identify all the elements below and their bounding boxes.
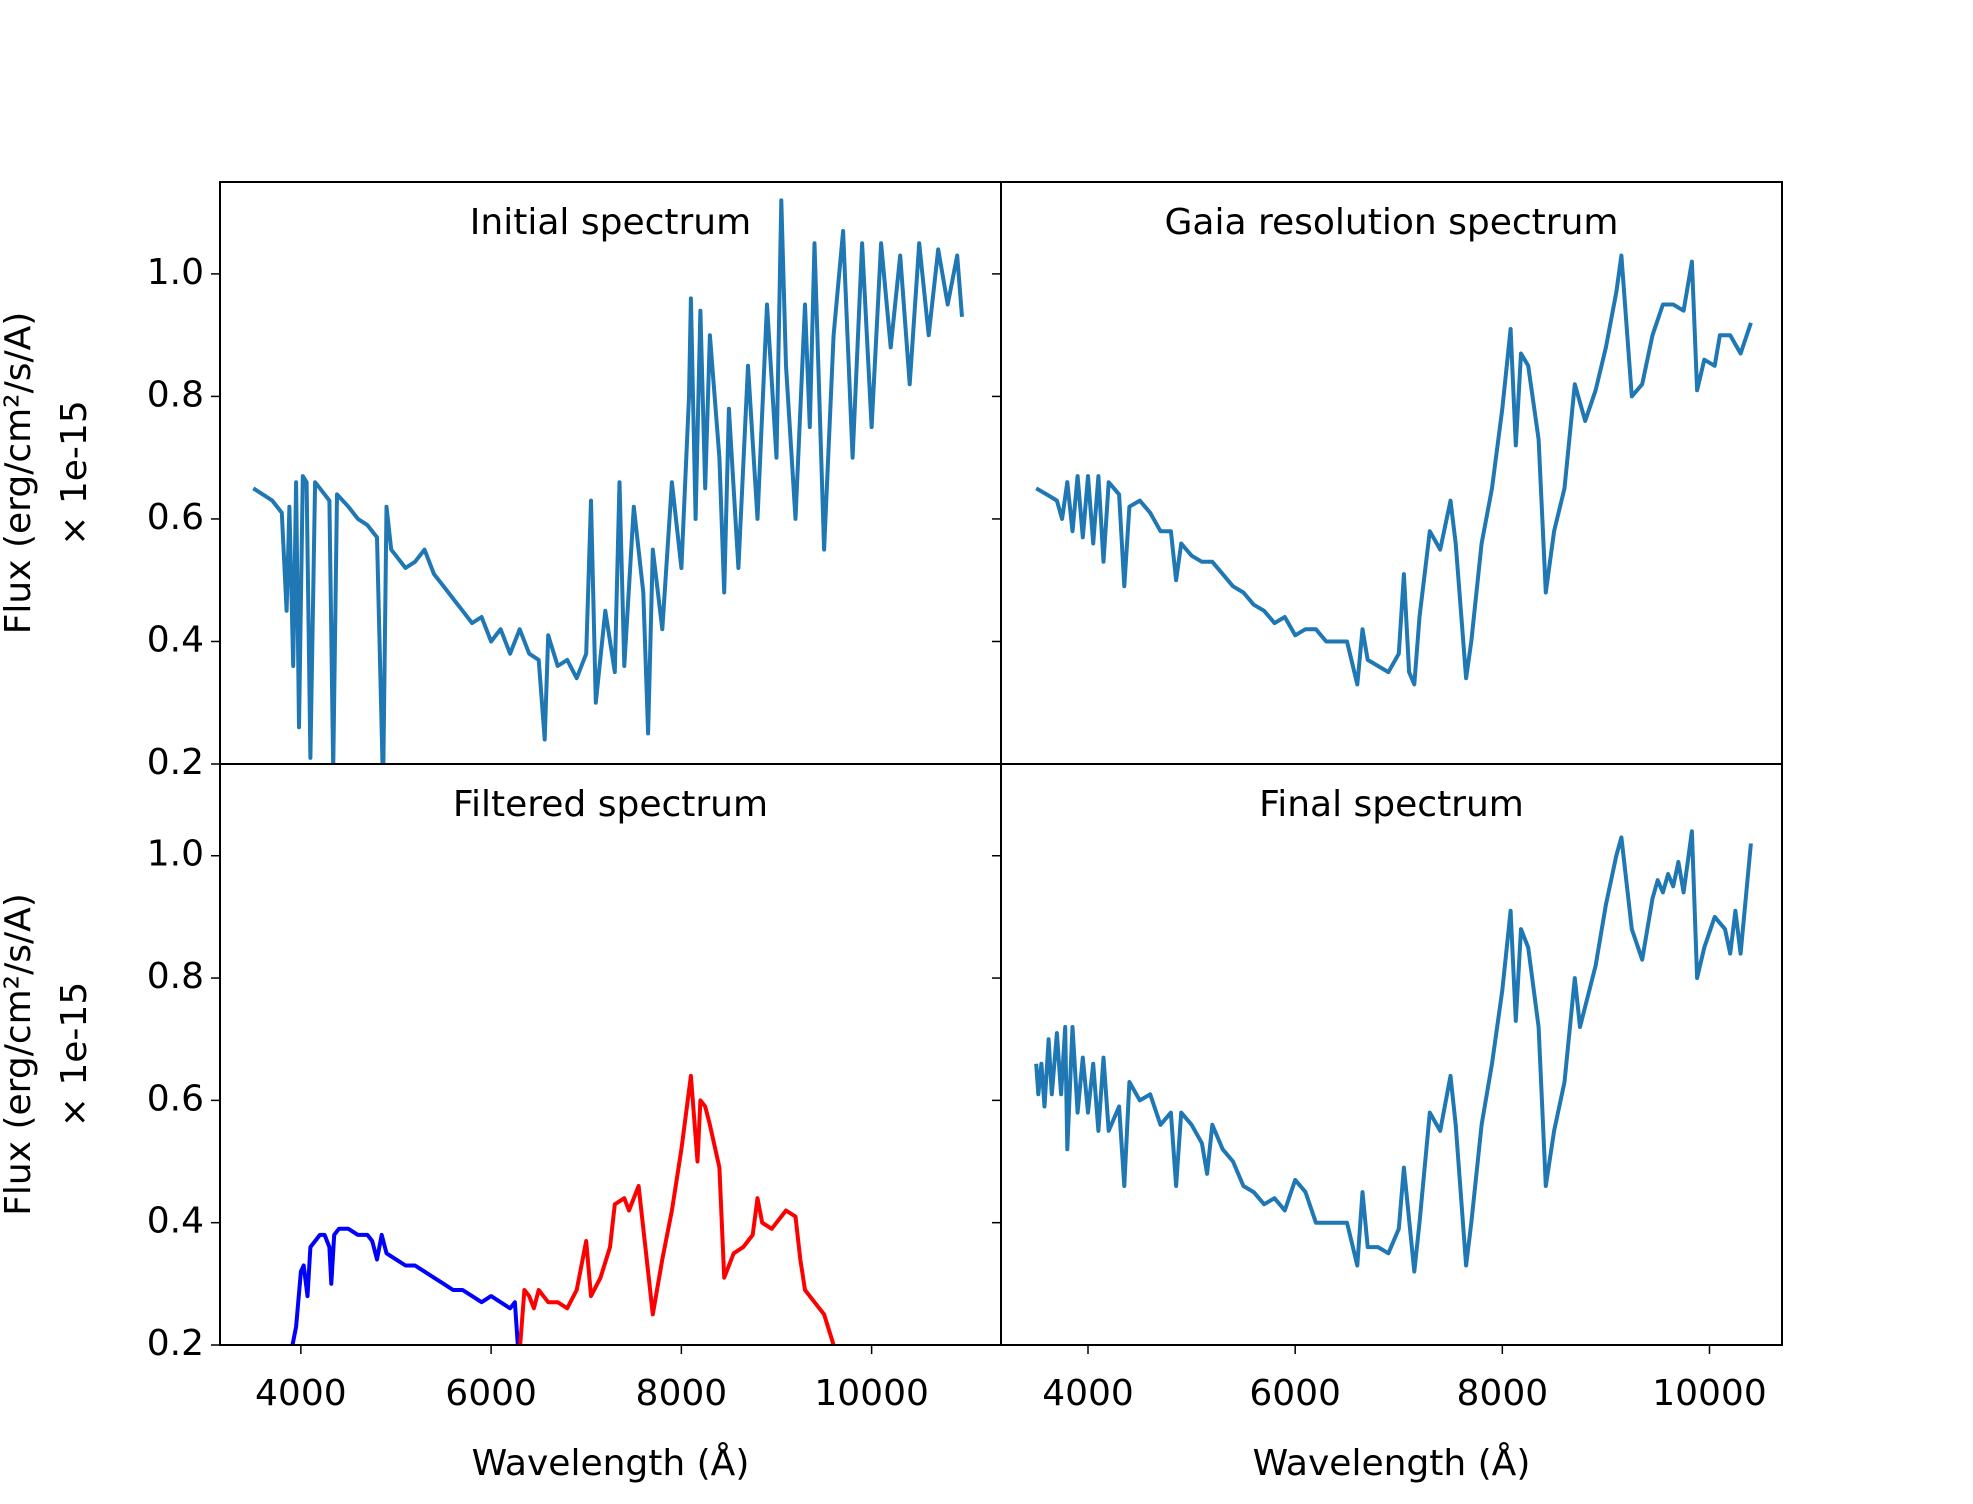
y-tick-label: 0.6	[147, 497, 204, 538]
spectrum-line	[252, 198, 964, 764]
y-tick-label: 0.4	[147, 1201, 204, 1242]
y-tick-label: 0.8	[147, 374, 204, 415]
y-axis-label: Flux (erg/cm²/s/A)	[0, 312, 39, 635]
spectrum-line	[1034, 829, 1753, 1274]
x-tick-label: 4000	[1042, 1373, 1134, 1414]
x-tick-label: 8000	[1457, 1373, 1549, 1414]
x-axis-label: Wavelength (Å)	[472, 1441, 750, 1484]
x-tick-label: 6000	[1249, 1373, 1341, 1414]
plot-area	[252, 198, 964, 764]
plot-area	[1035, 253, 1753, 687]
y-axis-label: Flux (erg/cm²/s/A)	[0, 893, 39, 1216]
axes-frame	[219, 763, 1002, 1346]
spectrum-line	[518, 1073, 836, 1345]
y-tick-label: 0.6	[147, 1078, 204, 1119]
panel-title: Filtered spectrum	[453, 784, 768, 825]
x-tick-label: 10000	[814, 1373, 929, 1414]
axes-frame	[1000, 763, 1783, 1346]
x-tick-label: 8000	[636, 1373, 728, 1414]
x-tick-label: 6000	[445, 1373, 537, 1414]
x-tick-label: 4000	[255, 1373, 347, 1414]
panel-title: Initial spectrum	[470, 202, 751, 243]
y-tick-label: 1.0	[147, 834, 204, 875]
spectrum-line	[1035, 253, 1753, 687]
x-tick-label: 10000	[1652, 1373, 1767, 1414]
plot-area	[1034, 829, 1753, 1274]
spectrum-line	[290, 1226, 520, 1345]
y-tick-label: 0.2	[147, 742, 204, 783]
plot-area	[290, 1073, 836, 1345]
panel-title: Final spectrum	[1259, 784, 1524, 825]
y-tick-label: 0.4	[147, 619, 204, 660]
y-axis-label: × 1e-15	[54, 982, 95, 1127]
axes-frame	[1000, 181, 1783, 765]
y-tick-label: 0.8	[147, 956, 204, 997]
y-tick-label: 0.2	[147, 1323, 204, 1364]
panel-title: Gaia resolution spectrum	[1165, 202, 1619, 243]
y-axis-label: × 1e-15	[54, 400, 95, 545]
y-tick-label: 1.0	[147, 252, 204, 293]
x-axis-label: Wavelength (Å)	[1253, 1441, 1531, 1484]
